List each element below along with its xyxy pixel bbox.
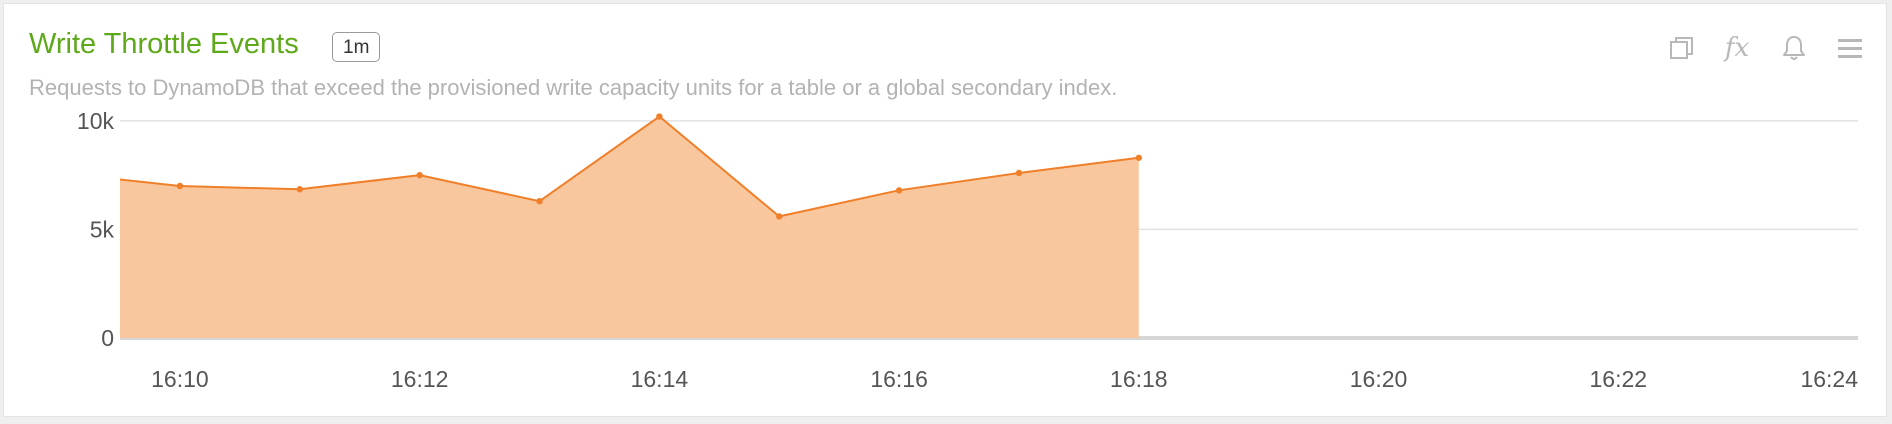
x-tick-label: 16:18 — [1110, 366, 1168, 392]
fx-icon[interactable]: fx — [1724, 33, 1750, 63]
data-point — [776, 213, 783, 220]
data-point — [176, 182, 184, 190]
x-tick-label: 16:16 — [870, 366, 928, 392]
x-tick-label: 16:14 — [631, 366, 689, 392]
data-point — [1015, 169, 1023, 177]
y-tick-label: 0 — [101, 325, 114, 351]
x-axis-ticks: 16:10 16:12 16:14 16:16 16:18 16:20 16:22 16:24 — [151, 366, 1858, 392]
x-tick-label: 16:20 — [1350, 366, 1408, 392]
series-area-fill — [120, 116, 1139, 338]
x-tick-label: 16:12 — [391, 366, 449, 392]
data-point — [656, 113, 663, 120]
copy-icon[interactable] — [1666, 32, 1698, 64]
series-area — [119, 113, 1143, 338]
data-point — [536, 198, 543, 205]
data-point — [416, 171, 423, 179]
y-tick-label: 10k — [77, 108, 115, 134]
series-line — [119, 115, 1139, 218]
x-tick-label: 16:10 — [151, 366, 209, 392]
data-point — [296, 186, 303, 193]
y-axis-ticks: 0 5k 10k — [77, 108, 115, 351]
bell-icon[interactable] — [1778, 32, 1810, 64]
interval-badge[interactable]: 1m — [332, 32, 381, 62]
data-point — [1135, 154, 1143, 161]
data-point — [895, 187, 903, 194]
x-tick-label: 16:24 — [1800, 366, 1858, 392]
menu-icon[interactable] — [1834, 32, 1866, 64]
panel-title[interactable]: Write Throttle Events — [29, 28, 299, 60]
panel-description: Requests to DynamoDB that exceed the pro… — [29, 75, 1118, 100]
y-tick-label: 5k — [90, 216, 115, 242]
x-tick-label: 16:22 — [1589, 366, 1647, 392]
